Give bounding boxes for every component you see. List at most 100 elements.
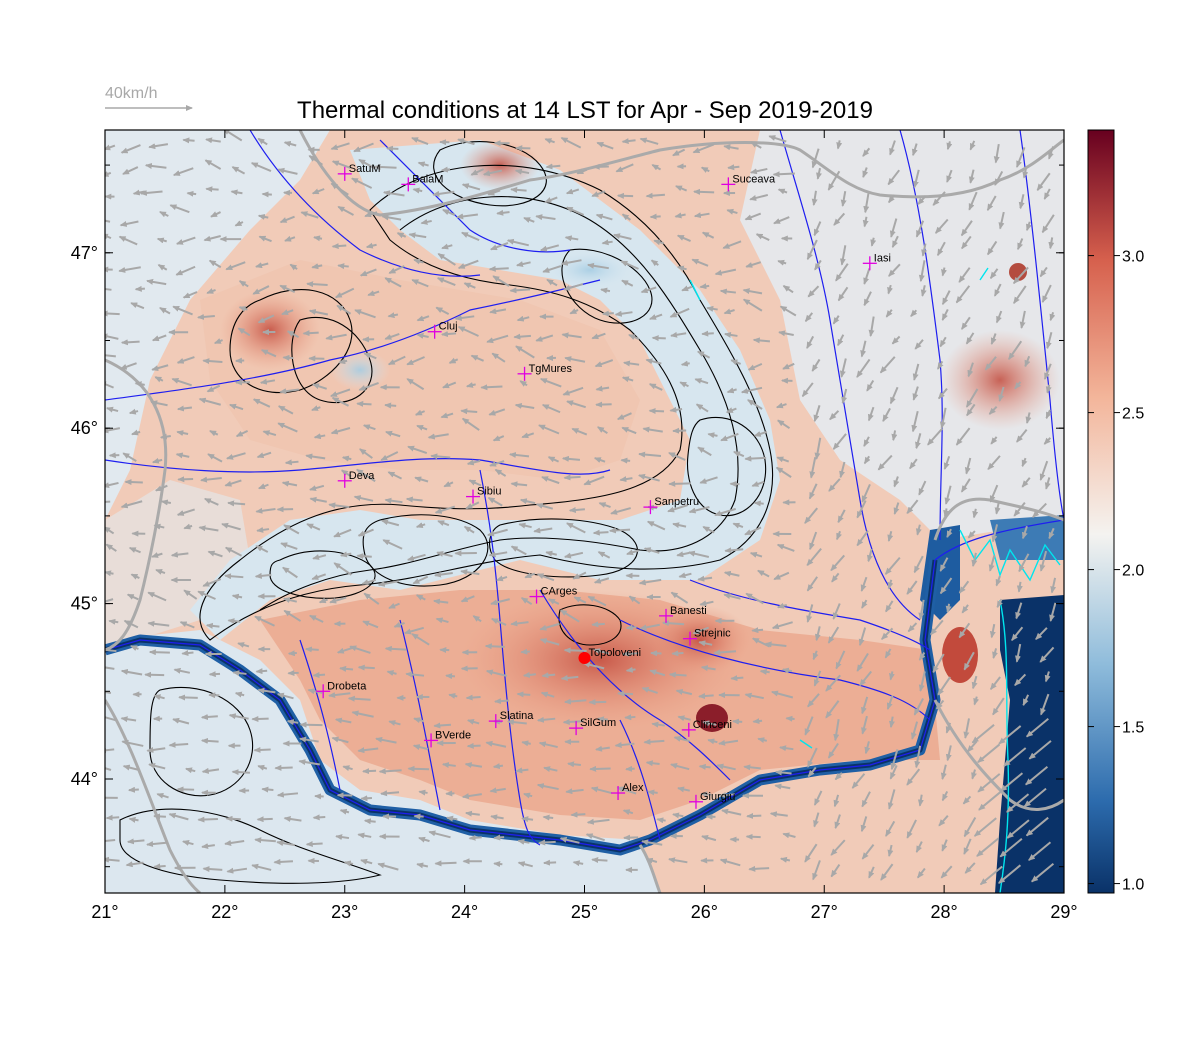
wind-arrow	[307, 843, 323, 844]
wind-arrow	[442, 169, 450, 170]
wind-arrow	[570, 509, 585, 510]
wind-arrow	[624, 837, 638, 838]
station-label: Topoloveni	[589, 647, 642, 659]
lon-tick-label: 26°	[691, 902, 718, 922]
wind-arrow	[673, 430, 686, 431]
wind-arrow	[107, 817, 120, 818]
wind-arrow	[651, 216, 661, 217]
wind-arrow	[494, 766, 503, 767]
lon-tick-label: 28°	[931, 902, 958, 922]
wind-arrow	[226, 818, 240, 819]
wind-arrow	[207, 625, 220, 626]
wind-arrow	[564, 477, 580, 478]
wind-arrow	[625, 717, 635, 718]
station-label: Sibiu	[477, 486, 501, 498]
station-label: BaiaM	[412, 173, 443, 185]
wind-arrow	[257, 671, 268, 672]
wind-arrow	[694, 192, 714, 193]
wind-arrow	[210, 674, 220, 675]
colorbar-tick-label: 2.5	[1122, 406, 1144, 423]
wind-arrow	[202, 716, 218, 717]
wind-arrow	[490, 268, 509, 269]
wind-arrow	[187, 193, 196, 194]
wind-arrow	[618, 196, 633, 197]
wind-arrow	[228, 503, 245, 504]
station-label: Alex	[622, 782, 644, 794]
wind-arrow	[749, 868, 769, 869]
lon-tick-label: 23°	[331, 902, 358, 922]
wind-arrow	[761, 671, 770, 672]
wind-arrow	[136, 289, 145, 290]
wind-arrow	[387, 148, 398, 149]
wind-arrow	[626, 769, 635, 770]
wind-arrow	[109, 621, 118, 622]
wind-arrow	[178, 479, 193, 480]
wind-arrow	[283, 357, 293, 358]
wind-arrow	[409, 769, 430, 770]
colorbar-tick-label: 2.0	[1122, 563, 1144, 580]
wind-arrow	[702, 333, 714, 334]
station-label: Banesti	[670, 605, 707, 617]
wind-arrow	[419, 792, 427, 793]
wind-arrow	[594, 532, 609, 533]
map-plot-area	[90, 129, 1064, 893]
wind-arrow	[543, 675, 556, 676]
wind-arrow	[122, 342, 140, 343]
wind-arrow	[228, 620, 240, 621]
wind-arrow	[610, 530, 630, 531]
lon-tick-label: 24°	[451, 902, 478, 922]
hotspot-east	[940, 330, 1060, 430]
wind-arrow	[511, 189, 526, 190]
wind-arrow	[206, 189, 218, 190]
wind-arrow	[198, 316, 215, 317]
station-label: Deva	[349, 470, 376, 482]
wind-arrow	[627, 627, 637, 628]
wind-arrow	[357, 404, 371, 405]
wind-arrow	[539, 842, 556, 843]
wind-arrow	[700, 766, 711, 767]
longitude-labels: 21°22°23°24°25°26°27°28°29°	[91, 902, 1077, 922]
wind-arrow	[154, 816, 166, 817]
coldspot-north	[545, 250, 635, 290]
wind-arrow	[728, 167, 739, 168]
wind-arrow	[258, 819, 273, 820]
wind-arrow	[644, 741, 664, 742]
station-label: Iasi	[874, 252, 891, 264]
wind-arrow	[442, 333, 456, 334]
lon-tick-label: 25°	[571, 902, 598, 922]
wind-arrow	[486, 646, 505, 647]
wind-arrow	[154, 866, 165, 867]
wind-arrow	[263, 194, 272, 195]
station-label: Sanpetru	[654, 496, 699, 508]
station-label: SatuM	[349, 163, 381, 175]
wind-arrow	[467, 697, 481, 698]
wind-arrow	[700, 286, 709, 287]
wind-arrow	[435, 863, 456, 864]
wind-arrow	[363, 771, 376, 772]
wind-arrow	[650, 411, 664, 412]
wind-arrow	[306, 649, 319, 650]
wind-arrow	[494, 863, 502, 864]
wind-arrow	[544, 862, 556, 863]
lon-tick-label: 29°	[1050, 902, 1077, 922]
wind-arrow	[202, 741, 219, 742]
wind-arrow	[338, 266, 349, 267]
wind-arrow	[233, 772, 250, 773]
wind-arrow	[470, 837, 482, 838]
station-label: CArges	[541, 586, 578, 598]
wind-arrow	[590, 768, 610, 769]
wind-arrow	[648, 792, 657, 793]
station-label: SilGum	[580, 717, 616, 729]
wind-arrow	[699, 695, 714, 696]
station-label: TgMures	[529, 363, 573, 375]
lat-tick-label: 44°	[71, 769, 98, 789]
wind-arrow	[653, 338, 666, 339]
scale-arrow-label: 40km/h	[105, 85, 157, 102]
wind-arrow	[170, 744, 189, 745]
wind-arrow	[90, 502, 110, 503]
wind-arrow	[125, 482, 142, 483]
wind-arrow	[592, 860, 607, 861]
wind-arrow	[621, 460, 630, 461]
lon-tick-label: 21°	[91, 902, 118, 922]
